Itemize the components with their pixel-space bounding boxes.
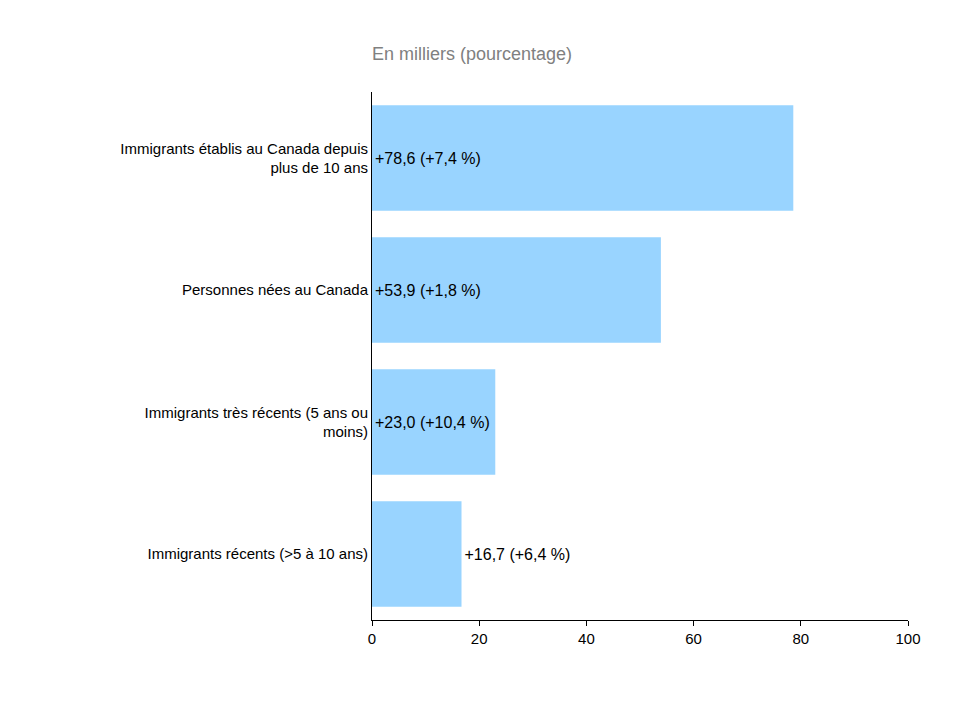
svg-text:+23,0 (+10,4 %): +23,0 (+10,4 %) [375,414,490,431]
svg-text:+53,9 (+1,8 %): +53,9 (+1,8 %) [375,282,481,299]
svg-text:80: 80 [792,630,809,647]
svg-text:60: 60 [685,630,702,647]
svg-text:0: 0 [368,630,376,647]
svg-text:En milliers (pourcentage): En milliers (pourcentage) [372,44,572,64]
svg-text:+16,7 (+6,4 %): +16,7 (+6,4 %) [465,546,571,563]
svg-text:+78,6 (+7,4 %): +78,6 (+7,4 %) [375,150,481,167]
svg-text:100: 100 [895,630,920,647]
svg-text:Immigrants récents (>5 à 10 an: Immigrants récents (>5 à 10 ans) [147,545,368,562]
svg-text:Immigrants établis au Canada d: Immigrants établis au Canada depuisplus … [120,140,368,177]
svg-text:40: 40 [578,630,595,647]
svg-text:20: 20 [471,630,488,647]
svg-text:Personnes nées au Canada: Personnes nées au Canada [182,281,369,298]
svg-text:Immigrants très récents (5 ans: Immigrants très récents (5 ans oumoins) [145,404,368,441]
